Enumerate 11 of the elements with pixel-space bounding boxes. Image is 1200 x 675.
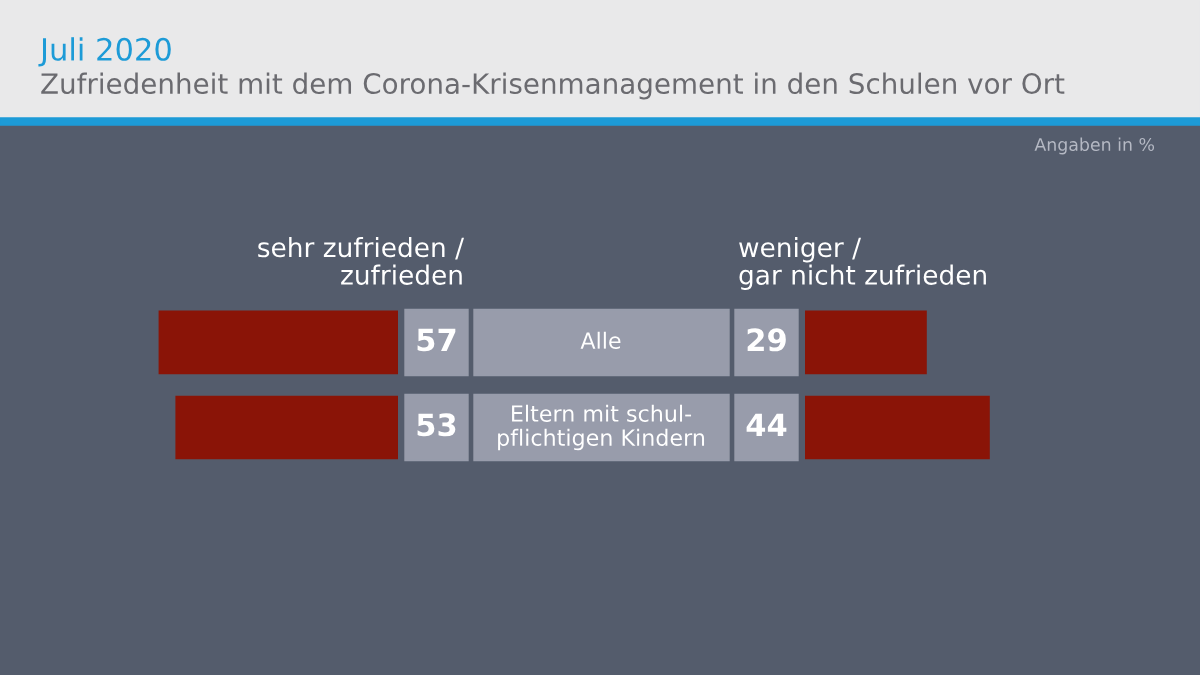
series-label: weniger / gar nicht zufrieden: [739, 236, 986, 290]
chart-title: Juli 2020: [38, 37, 171, 67]
category-label: Eltern mit schul- pflichtigen Kindern: [498, 404, 705, 451]
text: Angaben in %: [1034, 137, 1155, 155]
data-label: 44: [746, 413, 787, 436]
series-label: sehr zufrieden / zufrieden: [258, 236, 464, 285]
category-label: Alle: [580, 331, 621, 349]
data-label: 29: [747, 328, 786, 352]
data-label: 57: [417, 328, 456, 352]
text: Zufriedenheit mit dem Corona-Krisenmanagement in den Schulen vor Ort: [41, 72, 1065, 100]
data-label: 53: [417, 413, 456, 437]
